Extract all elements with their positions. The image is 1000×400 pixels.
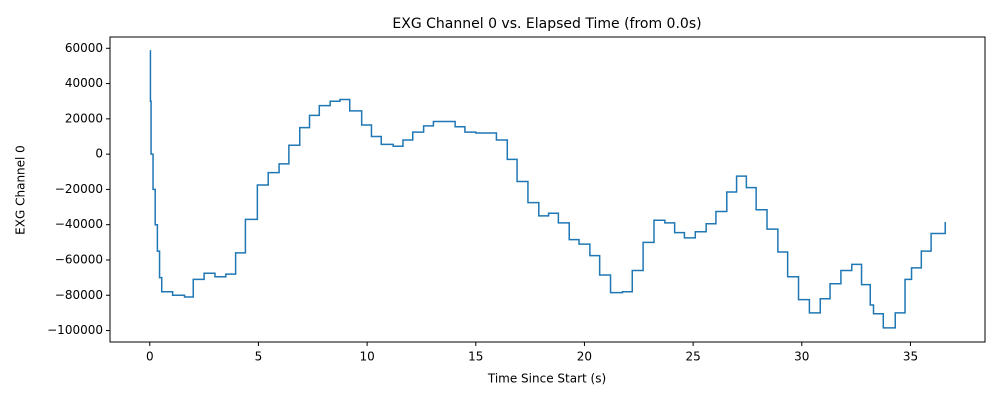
plot-frame xyxy=(109,36,986,343)
y-tick-label: 40000 xyxy=(65,76,103,90)
x-tick-label: 25 xyxy=(685,350,700,364)
x-tick-label: 20 xyxy=(577,350,592,364)
y-tick-label: −40000 xyxy=(55,217,103,231)
x-tick-label: 10 xyxy=(359,350,374,364)
y-tick-label: −80000 xyxy=(55,288,103,302)
y-tick-label: −60000 xyxy=(55,252,103,266)
x-tick-label: 30 xyxy=(794,350,809,364)
data-line xyxy=(149,50,946,329)
y-tick-label: 20000 xyxy=(65,111,103,125)
y-tick-label: 0 xyxy=(95,147,103,161)
chart-title: EXG Channel 0 vs. Elapsed Time (from 0.0… xyxy=(392,16,701,32)
y-axis-label: EXG Channel 0 xyxy=(14,145,28,235)
x-tick-label: 0 xyxy=(146,350,154,364)
y-tick-label: −20000 xyxy=(55,182,103,196)
x-tick-label: 35 xyxy=(903,350,918,364)
x-tick-label: 5 xyxy=(255,350,263,364)
y-tick-label: 60000 xyxy=(65,41,103,55)
x-axis-label: Time Since Start (s) xyxy=(487,372,606,386)
y-tick-label: −100000 xyxy=(47,323,103,337)
x-tick-label: 15 xyxy=(468,350,483,364)
